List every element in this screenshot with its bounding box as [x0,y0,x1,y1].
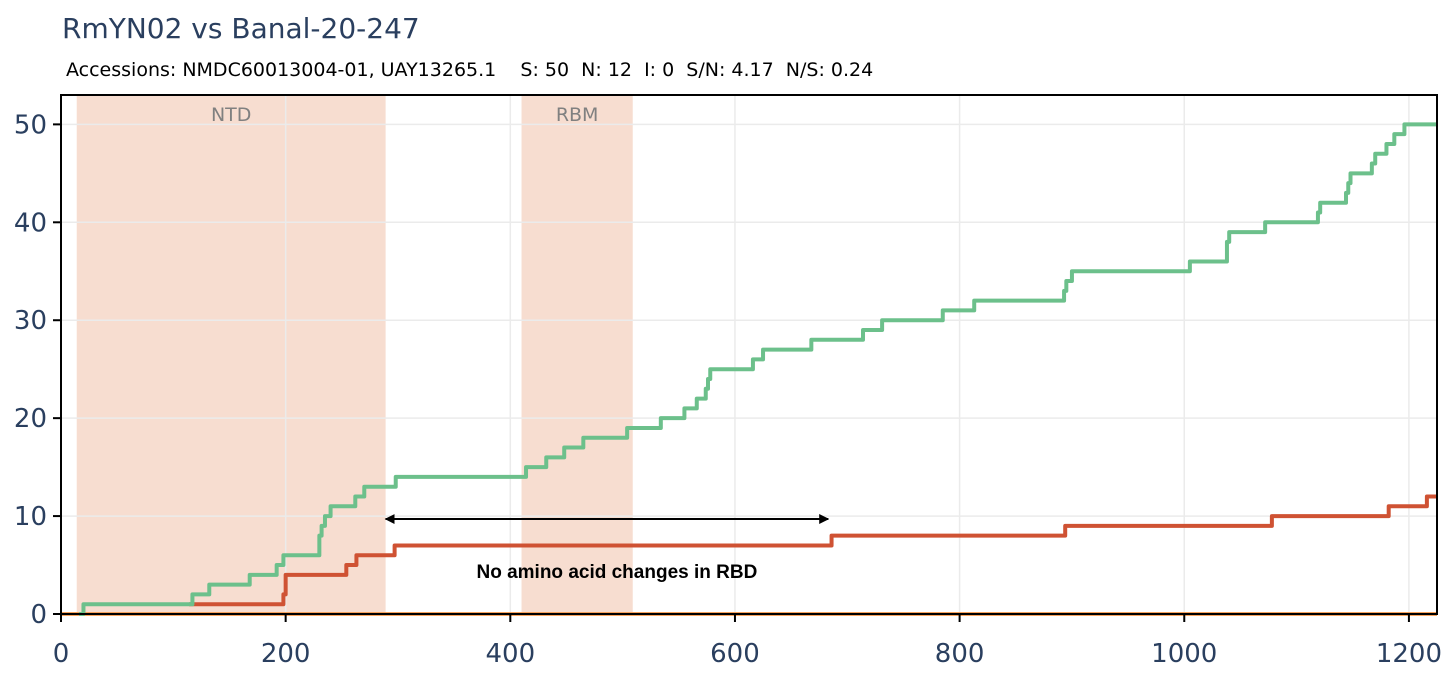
y-tick-label: 30 [14,306,47,336]
x-tick-label: 1200 [1376,639,1442,669]
x-tick-label: 1000 [1151,639,1217,669]
y-tick-label: 20 [14,404,47,434]
x-tick-label: 600 [710,639,760,669]
region-band-ntd [76,95,386,614]
y-tick-label: 10 [14,502,47,532]
region-label-ntd: NTD [211,104,251,126]
x-tick-label: 800 [935,639,985,669]
chart-subtitle: Accessions: NMDC60013004-01, UAY13265.1 … [66,59,874,81]
x-tick-label: 400 [485,639,535,669]
annotation-layer: No amino acid changes in RBD [384,514,830,583]
axis-ticks: 0 200 400 600 800 1000 1200 0 10 20 30 40 50 [14,110,1442,669]
annotation-text: No amino acid changes in RBD [476,562,757,583]
x-tick-label: 0 [53,639,70,669]
y-tick-label: 0 [30,600,47,630]
series-line-n [189,494,1437,607]
x-tick-label: 200 [261,639,311,669]
region-band-rbm [521,95,633,614]
region-label-rbm: RBM [556,104,599,126]
chart-title: RmYN02 vs Banal-20-247 [62,12,420,45]
y-tick-label: 50 [14,110,47,140]
highlight-regions: NTD RBM [76,95,633,614]
series-line-s [78,122,1437,616]
y-tick-label: 40 [14,208,47,238]
plot-frame [60,94,1438,615]
